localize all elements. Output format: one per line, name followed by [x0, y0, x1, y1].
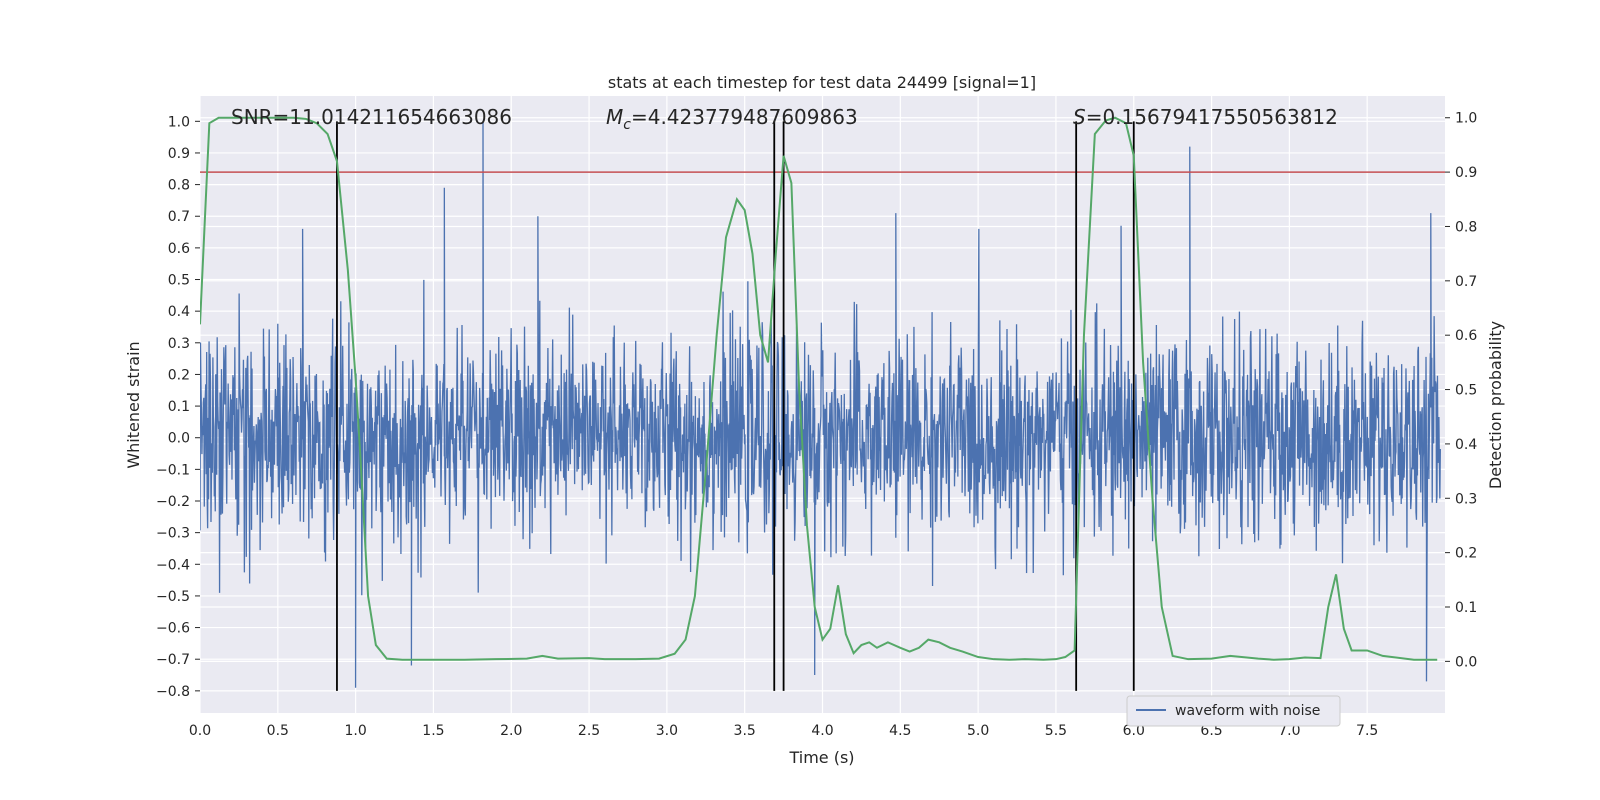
left-y-tick-label: 0.4 — [168, 304, 190, 320]
left-y-tick-label: −0.4 — [156, 557, 190, 573]
right-y-tick-label: 0.5 — [1455, 383, 1477, 399]
left-y-tick-label: 1.0 — [168, 114, 190, 130]
x-tick-label: 7.0 — [1278, 723, 1300, 739]
right-y-tick-label: 0.1 — [1455, 600, 1477, 616]
left-y-tick-label: −0.7 — [156, 652, 190, 668]
left-y-tick-label: 0.2 — [168, 367, 190, 383]
left-y-tick-label: −0.6 — [156, 621, 190, 637]
right-y-tick-label: 0.4 — [1455, 437, 1477, 453]
x-tick-label: 3.0 — [656, 723, 678, 739]
legend-box — [1126, 695, 1341, 727]
chart-title: stats at each timestep for test data 244… — [608, 73, 1036, 92]
left-y-tick-label: −0.8 — [156, 684, 190, 700]
left-y-axis-ticks: −0.8 −0.7 −0.6 −0.5 −0.4 −0.3 −0.2 −0.1 0.0 0.1 0.… — [156, 114, 200, 700]
right-y-tick-label: 0.2 — [1455, 546, 1477, 562]
left-y-tick-label: −0.5 — [156, 589, 190, 605]
left-y-tick-label: 0.0 — [168, 431, 190, 447]
mc-subscript: c — [623, 117, 631, 133]
right-y-tick-label: 0.3 — [1455, 491, 1477, 507]
left-y-tick-label: 0.6 — [168, 241, 190, 257]
x-tick-label: 4.5 — [889, 723, 911, 739]
x-tick-label: 2.5 — [578, 723, 600, 739]
x-tick-label: 5.0 — [967, 723, 989, 739]
left-y-axis-label: Whitened strain — [124, 341, 143, 468]
right-y-axis-label: Detection probability — [1486, 321, 1505, 489]
right-y-axis-ticks: 0.0 0.1 0.2 0.3 0.4 0.5 0.6 0.7 0.8 0.9 1.0 — [1445, 111, 1477, 670]
left-y-tick-label: 0.1 — [168, 399, 190, 415]
snr-annotation: SNR=11.014211654663086 — [231, 105, 512, 129]
left-y-tick-label: −0.3 — [156, 526, 190, 542]
x-tick-label: 3.5 — [734, 723, 756, 739]
x-tick-label: 5.5 — [1045, 723, 1067, 739]
legend-label: waveform with noise — [1175, 703, 1320, 719]
mc-value: =4.423779487609863 — [631, 105, 858, 129]
x-tick-label: 0.5 — [267, 723, 289, 739]
x-tick-label: 0.0 — [189, 723, 211, 739]
left-y-tick-label: −0.2 — [156, 494, 190, 510]
left-y-tick-label: −0.1 — [156, 462, 190, 478]
x-tick-label: 6.5 — [1200, 723, 1222, 739]
x-tick-label: 7.5 — [1356, 723, 1378, 739]
left-y-tick-label: 0.5 — [168, 273, 190, 289]
x-tick-label: 6.0 — [1123, 723, 1145, 739]
right-y-tick-label: 1.0 — [1455, 111, 1477, 127]
legend: waveform with noise — [1126, 695, 1341, 727]
right-y-tick-label: 0.7 — [1455, 274, 1477, 290]
left-y-tick-label: 0.8 — [168, 178, 190, 194]
right-y-tick-label: 0.9 — [1455, 165, 1477, 181]
left-y-tick-label: 0.7 — [168, 209, 190, 225]
x-tick-label: 1.5 — [422, 723, 444, 739]
waveform-with-noise-series — [200, 121, 1441, 688]
right-y-tick-label: 0.8 — [1455, 219, 1477, 235]
x-tick-label: 2.0 — [500, 723, 522, 739]
chirp-mass-annotation: Mc=4.423779487609863 — [606, 105, 858, 133]
mc-symbol: M — [606, 105, 623, 129]
detection-probability-series — [200, 116, 1438, 661]
x-tick-label: 4.0 — [811, 723, 833, 739]
detection-probability-line — [200, 116, 1438, 661]
s-symbol: S — [1073, 105, 1086, 129]
left-y-tick-label: 0.3 — [168, 336, 190, 352]
right-y-tick-label: 0.0 — [1455, 654, 1477, 670]
x-axis-ticks: 0.0 0.5 1.0 1.5 2.0 2.5 3.0 3.5 4.0 4.5 5.0 5.5 6.0 6… — [189, 723, 1378, 739]
left-y-tick-label: 0.9 — [168, 146, 190, 162]
spin-annotation: S=0.15679417550563812 — [1073, 105, 1338, 129]
s-value: =0.15679417550563812 — [1086, 105, 1338, 129]
x-tick-label: 1.0 — [344, 723, 366, 739]
x-axis-label: Time (s) — [788, 748, 854, 767]
right-y-tick-label: 0.6 — [1455, 328, 1477, 344]
waveform-with-noise-line — [200, 121, 1441, 688]
